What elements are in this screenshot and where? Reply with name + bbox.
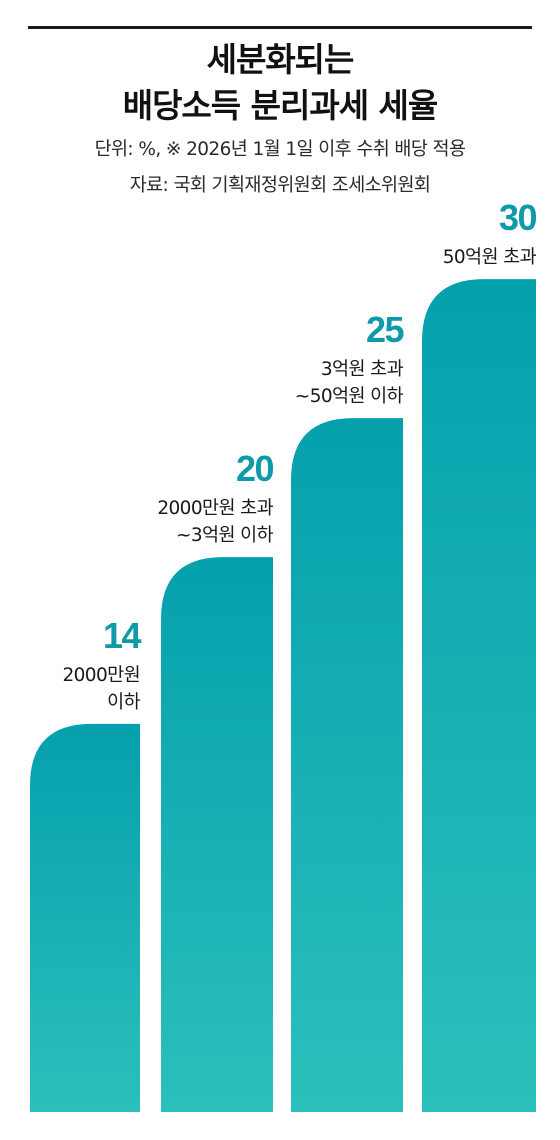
bar-1 xyxy=(30,723,140,1112)
value-label-1: 14 xyxy=(103,615,142,656)
bar-4 xyxy=(422,279,536,1113)
top-rule xyxy=(28,26,532,29)
chart-title-line1: 세분화되는 xyxy=(206,40,355,79)
bars-group xyxy=(30,279,536,1113)
unit-note: 단위: %, ※ 2026년 1월 1일 이후 수취 배당 적용 xyxy=(94,139,466,160)
bar-3 xyxy=(291,418,403,1113)
value-label-2: 20 xyxy=(236,448,274,489)
value-label-3: 25 xyxy=(366,309,405,350)
category-label-1-line-2: 이하 xyxy=(107,692,140,713)
category-label-1-line-1: 2000만원 xyxy=(62,665,140,686)
value-label-4: 30 xyxy=(499,197,537,238)
category-label-2-line-1: 2000만원 초과 xyxy=(157,498,273,519)
labels-group: 이하 2000만원 14 ~3억원 이하 2000만원 초과 20 ~50억원 이하 3억원 … xyxy=(62,197,538,713)
chart-title-line2: 배당소득 분리과세 세율 xyxy=(122,86,439,125)
category-label-3-line-1: 3억원 초과 xyxy=(321,359,404,380)
category-label-4-line-1: 50억원 초과 xyxy=(443,247,537,268)
source-note: 자료: 국회 기획재정위원회 조세소위원회 xyxy=(129,175,431,196)
bar-2 xyxy=(161,557,273,1112)
category-label-2-line-2: ~3억원 이하 xyxy=(176,525,274,546)
category-label-3-line-2: ~50억원 이하 xyxy=(295,386,404,407)
